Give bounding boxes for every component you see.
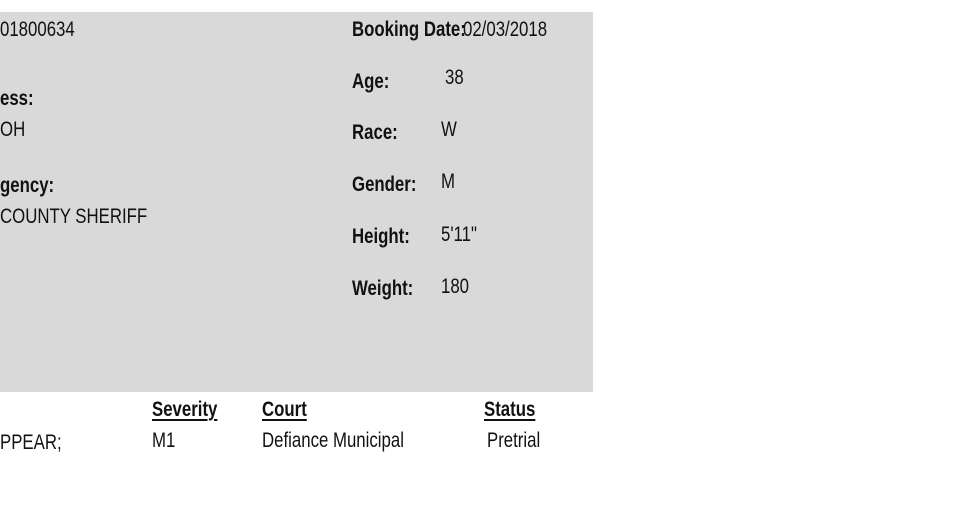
height-label: Height: xyxy=(352,225,410,248)
charge-description: PPEAR; xyxy=(0,431,62,454)
status-header: Status xyxy=(484,398,536,421)
weight-value: 180 xyxy=(441,275,470,298)
court-header: Court xyxy=(262,398,307,421)
address-label: ess: xyxy=(0,87,34,110)
gender-label: Gender: xyxy=(352,173,417,196)
charge-severity: M1 xyxy=(152,429,176,452)
gender-value: M xyxy=(441,170,455,193)
severity-header: Severity xyxy=(152,398,218,421)
agency-value: COUNTY SHERIFF xyxy=(0,205,148,228)
age-value: 38 xyxy=(445,66,464,89)
charge-court: Defiance Municipal xyxy=(262,429,404,452)
address-value: OH xyxy=(0,118,26,141)
agency-label: gency: xyxy=(0,174,55,197)
race-label: Race: xyxy=(352,121,398,144)
age-label: Age: xyxy=(352,70,390,93)
booking-number: 01800634 xyxy=(0,18,75,41)
booking-date-label: Booking Date: xyxy=(352,18,466,41)
weight-label: Weight: xyxy=(352,277,414,300)
charge-status: Pretrial xyxy=(487,429,541,452)
race-value: W xyxy=(441,118,457,141)
inmate-info-panel xyxy=(0,12,593,392)
booking-date-value: 02/03/2018 xyxy=(463,18,548,41)
height-value: 5'11" xyxy=(441,223,477,246)
